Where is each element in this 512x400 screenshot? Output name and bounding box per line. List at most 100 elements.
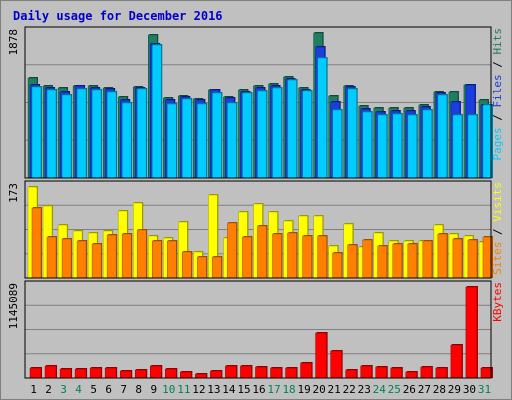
- x-tick-label-day-2: 2: [45, 383, 52, 396]
- x-tick-label-day-21: 21: [328, 383, 341, 396]
- bar-sites-day-14: [227, 222, 237, 279]
- bar-kbytes-day-30: [465, 286, 478, 379]
- bar-sites-day-24: [377, 245, 387, 279]
- bar-pages-day-9: [152, 44, 162, 179]
- legend-separator: /: [491, 108, 504, 128]
- legend-separator: /: [491, 55, 504, 75]
- bar-kbytes-day-24: [375, 366, 387, 379]
- bar-kbytes-day-8: [134, 369, 147, 379]
- x-tick-label-day-13: 13: [207, 383, 220, 396]
- bar-sites-day-13: [212, 256, 222, 279]
- x-tick-label-day-19: 19: [297, 383, 310, 396]
- bar-sites-day-5: [91, 243, 102, 279]
- y-axis-max-label: 173: [7, 183, 20, 203]
- x-tick-label-day-12: 12: [192, 383, 205, 396]
- x-tick-label-day-4: 4: [75, 383, 82, 396]
- bar-kbytes-day-11: [180, 371, 192, 379]
- legend-item-pages: Pages: [491, 127, 504, 160]
- bar-pages-day-12: [197, 103, 207, 179]
- bar-sites-day-10: [167, 240, 177, 279]
- bar-sites-day-12: [197, 256, 207, 279]
- x-tick-label-day-16: 16: [252, 383, 265, 396]
- bar-sites-day-1: [31, 207, 42, 279]
- bar-pages-day-2: [46, 89, 57, 179]
- chart-title: Daily usage for December 2016: [13, 9, 223, 23]
- bar-pages-day-5: [91, 89, 102, 179]
- x-tick-label-day-18: 18: [282, 383, 295, 396]
- bar-sites-day-2: [46, 236, 57, 279]
- bar-pages-day-17: [272, 87, 282, 179]
- bar-sites-day-30: [467, 239, 478, 279]
- bar-kbytes-day-13: [210, 370, 222, 379]
- bar-pages-day-24: [377, 114, 387, 179]
- x-tick-label-day-10: 10: [162, 383, 175, 396]
- bar-kbytes-day-27: [420, 366, 433, 379]
- bar-kbytes-day-25: [390, 367, 403, 379]
- legend-sites-visits: Sites / Visits: [491, 182, 504, 275]
- bar-pages-day-29: [452, 114, 463, 179]
- x-tick-label-day-11: 11: [177, 383, 190, 396]
- bar-pages-day-7: [121, 102, 132, 179]
- bar-kbytes-day-16: [255, 366, 267, 379]
- bar-pages-day-10: [167, 103, 177, 179]
- bar-sites-day-3: [61, 238, 72, 279]
- bar-pages-day-6: [106, 91, 117, 179]
- bar-kbytes-day-23: [360, 365, 372, 379]
- bar-sites-day-11: [182, 251, 192, 279]
- panel-border: [24, 180, 492, 279]
- bar-pages-day-28: [437, 94, 448, 179]
- x-tick-label-day-5: 5: [90, 383, 97, 396]
- bar-sites-day-17: [272, 233, 282, 279]
- bar-pages-day-4: [76, 88, 87, 179]
- bar-kbytes-day-9: [150, 365, 162, 379]
- x-tick-label-day-6: 6: [105, 383, 112, 396]
- bar-pages-day-22: [347, 88, 357, 179]
- x-tick-label-day-1: 1: [30, 383, 37, 396]
- bar-pages-day-8: [136, 88, 147, 179]
- bar-sites-day-19: [302, 235, 312, 279]
- bar-kbytes-day-7: [119, 370, 132, 379]
- bar-pages-day-18: [287, 79, 297, 179]
- bar-sites-day-22: [347, 244, 357, 279]
- bar-kbytes-day-6: [104, 367, 117, 379]
- bar-sites-day-16: [257, 225, 267, 279]
- bar-kbytes-day-19: [300, 362, 312, 379]
- x-tick-label-day-26: 26: [403, 383, 416, 396]
- bar-sites-day-4: [76, 240, 87, 279]
- bar-pages-day-21: [332, 109, 342, 179]
- x-tick-label-day-15: 15: [237, 383, 250, 396]
- bar-sites-day-6: [106, 234, 117, 279]
- bar-kbytes-day-20: [315, 332, 327, 379]
- bar-pages-day-11: [182, 98, 192, 179]
- bar-kbytes-day-4: [74, 368, 87, 379]
- bar-sites-day-18: [287, 232, 297, 279]
- x-tick-label-day-3: 3: [60, 383, 67, 396]
- x-tick-label-day-9: 9: [150, 383, 157, 396]
- x-tick-label-day-17: 17: [267, 383, 280, 396]
- legend-separator: /: [491, 222, 504, 242]
- bar-kbytes-day-1: [29, 367, 42, 379]
- legend-item-hits: Hits: [491, 28, 504, 55]
- x-tick-label-day-8: 8: [135, 383, 142, 396]
- bar-sites-day-21: [332, 252, 342, 279]
- bar-kbytes-day-5: [89, 367, 102, 379]
- legend-kbytes: KBytes: [491, 282, 504, 322]
- bar-kbytes-day-3: [59, 368, 72, 379]
- x-tick-label-day-30: 30: [463, 383, 476, 396]
- x-tick-label-day-24: 24: [373, 383, 387, 396]
- bar-pages-day-25: [392, 113, 403, 179]
- bar-kbytes-day-10: [165, 368, 177, 379]
- x-tick-label-day-25: 25: [388, 383, 401, 396]
- x-tick-label-day-27: 27: [418, 383, 431, 396]
- bar-pages-day-1: [31, 86, 42, 179]
- bar-kbytes-day-21: [330, 350, 342, 379]
- legend-item-visits: Visits: [491, 182, 504, 222]
- legend-item-files: Files: [491, 74, 504, 107]
- panel-border: [24, 26, 492, 179]
- bar-sites-day-7: [121, 233, 132, 279]
- x-tick-label-day-29: 29: [448, 383, 461, 396]
- bar-sites-day-26: [407, 243, 418, 279]
- bar-pages-day-3: [61, 94, 72, 179]
- bar-kbytes-day-29: [450, 344, 463, 379]
